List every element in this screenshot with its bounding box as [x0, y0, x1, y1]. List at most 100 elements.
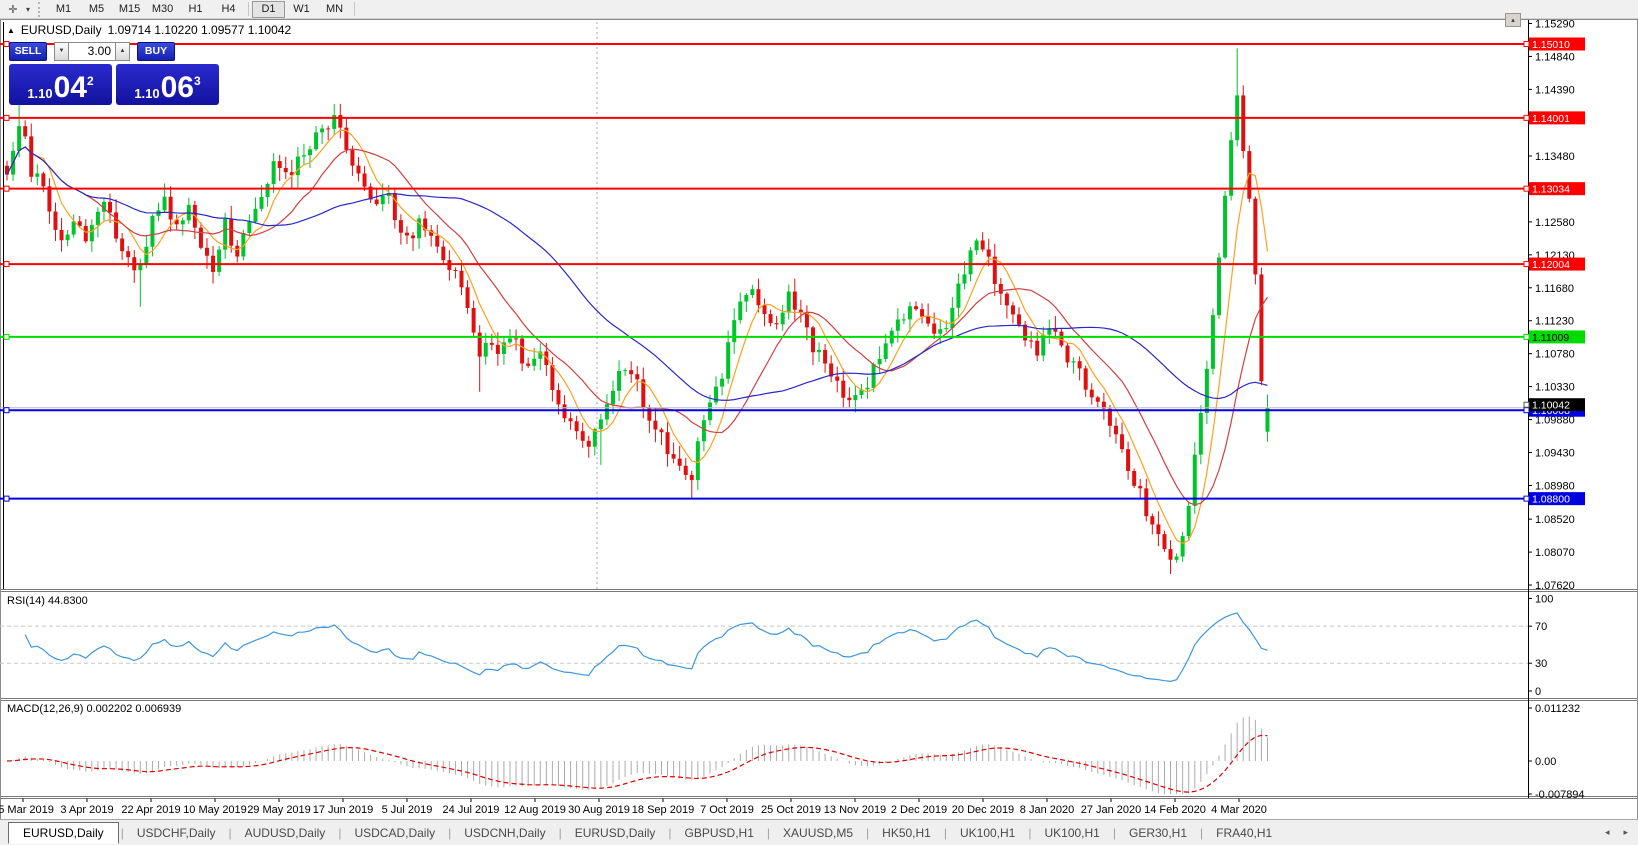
tab-eurusd-daily[interactable]: EURUSD,Daily [574, 825, 656, 840]
line-anchor[interactable] [3, 495, 10, 502]
price-chart-svg[interactable]: 1.15290 1.14840 1.14390 1.13480 1.12580 1.121… [0, 19, 1638, 845]
timeframe-button-h1[interactable]: H1 [188, 3, 203, 15]
date-label: 27 Jan 2020 [1081, 804, 1142, 816]
price-tick: 1.11230 [1535, 316, 1574, 328]
tab-audusd-daily[interactable]: AUDUSD,Daily [244, 825, 326, 840]
date-label: 24 Jul 2019 [443, 804, 500, 816]
volume-input[interactable]: 3.00 [69, 41, 115, 61]
toolbar-separator [354, 2, 356, 16]
chevron-down-icon[interactable]: ▾ [26, 4, 31, 14]
timeframe-button-w1[interactable]: W1 [293, 3, 310, 15]
ma-6-line [6, 129, 1269, 545]
spread-increase-button[interactable]: ▲ [115, 41, 130, 61]
timeframe-button-mn[interactable]: MN [325, 3, 344, 15]
rsi-tick: 30 [1535, 658, 1547, 670]
price-axis[interactable]: 1.15290 1.14840 1.14390 1.13480 1.12580 1.121… [1523, 19, 1585, 592]
price-chip: 1.08800 [1532, 494, 1570, 506]
macd-indicator-label: MACD(12,26,9) 0.002202 0.006939 [7, 703, 182, 715]
tab-divider: | [1112, 825, 1116, 840]
candles-layer[interactable] [5, 48, 1270, 575]
line-anchor[interactable] [3, 407, 10, 414]
tab-divider: | [228, 825, 232, 840]
sell-button[interactable]: SELL [9, 41, 47, 61]
tab-hk50-h1[interactable]: HK50,H1 [882, 825, 931, 840]
timeframe-button-d1[interactable]: D1 [252, 0, 286, 18]
tab-divider: | [766, 825, 771, 840]
scroll-to-end-button[interactable]: ▴ [1505, 13, 1521, 27]
tab-uk100-h1[interactable]: UK100,H1 [959, 825, 1016, 840]
macd-signal-line [6, 734, 1268, 793]
price-tick: 1.12580 [1535, 217, 1575, 229]
tab-uk100-h1[interactable]: UK100,H1 [1044, 825, 1100, 840]
timeframe-toolbar: ✛ ▾ M1 M5 M15 M30 H1 H4 D1 W1 MN [0, 0, 1638, 19]
tab-divider: | [866, 825, 870, 840]
date-label: 3 Apr 2019 [60, 804, 113, 816]
spread-decrease-button[interactable]: ▼ [54, 41, 69, 61]
tab-divider: | [1028, 825, 1032, 840]
date-label: 7 Oct 2019 [700, 804, 754, 816]
grid-layer [0, 19, 1638, 845]
date-label: 29 May 2019 [247, 804, 311, 816]
tab-xauusd-m5[interactable]: XAUUSD,M5 [783, 825, 854, 840]
date-label: 25 Oct 2019 [761, 804, 821, 816]
macd-tick: -0.007894 [1535, 789, 1585, 801]
line-anchor[interactable] [3, 114, 10, 121]
price-tick: 1.14840 [1535, 51, 1575, 63]
ma-40-line [6, 146, 1268, 401]
timeframe-button-h4[interactable]: H4 [221, 3, 236, 15]
timeframe-button-m15[interactable]: M15 [118, 3, 141, 15]
rsi-indicator-label: RSI(14) 44.8300 [7, 595, 88, 607]
tab-scroll-right-icon[interactable]: ▸ [1623, 827, 1628, 837]
horizontal-lines-layer[interactable] [0, 41, 1528, 502]
price-tick: 1.09430 [1535, 448, 1575, 460]
line-anchor[interactable] [3, 185, 10, 192]
timeframe-button-m30[interactable]: M30 [151, 3, 174, 15]
timeframe-button-m1[interactable]: M1 [55, 3, 72, 15]
tab-ger30-h1[interactable]: GER30,H1 [1128, 825, 1188, 840]
date-label: 2 Dec 2019 [891, 804, 947, 816]
sell-price-panel[interactable]: 1.10 04 2 [9, 64, 112, 105]
ohlc-values: 1.09714 1.10220 1.09577 1.10042 [107, 23, 292, 37]
tab-gbpusd-h1[interactable]: GBPUSD,H1 [684, 825, 754, 840]
buy-button[interactable]: BUY [137, 41, 175, 61]
buy-price-panel[interactable]: 1.10 06 3 [116, 64, 219, 105]
tab-divider: | [448, 825, 452, 840]
collapse-arrow-icon[interactable]: ▲ [7, 25, 15, 35]
price-tick: 1.07620 [1535, 580, 1575, 592]
tab-divider: | [943, 825, 947, 840]
price-tick: 1.08520 [1535, 514, 1575, 526]
ma-14-line [6, 146, 1268, 506]
tab-usdcad-daily[interactable]: USDCAD,Daily [354, 825, 436, 840]
date-label: 10 May 2019 [183, 804, 247, 816]
tab-scroll-left-icon[interactable]: ◂ [1604, 827, 1610, 837]
sell-price-digits: 04 [53, 71, 87, 104]
chart-area[interactable]: 1.15290 1.14840 1.14390 1.13480 1.12580 1.121… [0, 13, 1638, 845]
date-label: 13 Nov 2019 [824, 804, 886, 816]
chart-cursor-icon[interactable]: ✛ [8, 3, 18, 16]
rsi-tick: 70 [1535, 621, 1547, 633]
price-tick: 1.14390 [1535, 84, 1575, 96]
toolbar-separator [248, 2, 250, 16]
date-label: 8 Jan 2020 [1020, 804, 1074, 816]
tab-fra40-h1[interactable]: FRA40,H1 [1216, 825, 1273, 840]
date-label: 17 Jun 2019 [313, 804, 374, 816]
tab-usdcnh-daily[interactable]: USDCNH,Daily [464, 825, 546, 840]
macd-tick: 0.00 [1535, 756, 1556, 768]
sell-price-prefix: 1.10 [27, 86, 53, 101]
line-anchor[interactable] [3, 333, 10, 340]
line-anchor[interactable] [3, 261, 10, 268]
buy-price-prefix: 1.10 [134, 86, 160, 101]
date-label: 12 Aug 2019 [504, 804, 566, 816]
price-tick: 1.08070 [1535, 547, 1575, 559]
symbol-name: EURUSD,Daily [20, 23, 102, 37]
timeframe-button-m5[interactable]: M5 [88, 3, 105, 15]
buy-price-pipette: 3 [194, 74, 201, 88]
tab-usdchf-daily[interactable]: USDCHF,Daily [136, 825, 216, 840]
toolbar-grip[interactable] [38, 1, 43, 17]
price-chip: 1.11009 [1532, 332, 1569, 344]
date-label: 22 Apr 2019 [121, 804, 180, 816]
date-label: 18 Sep 2019 [632, 804, 694, 816]
tab-eurusd-daily[interactable]: EURUSD,Daily [8, 821, 119, 844]
